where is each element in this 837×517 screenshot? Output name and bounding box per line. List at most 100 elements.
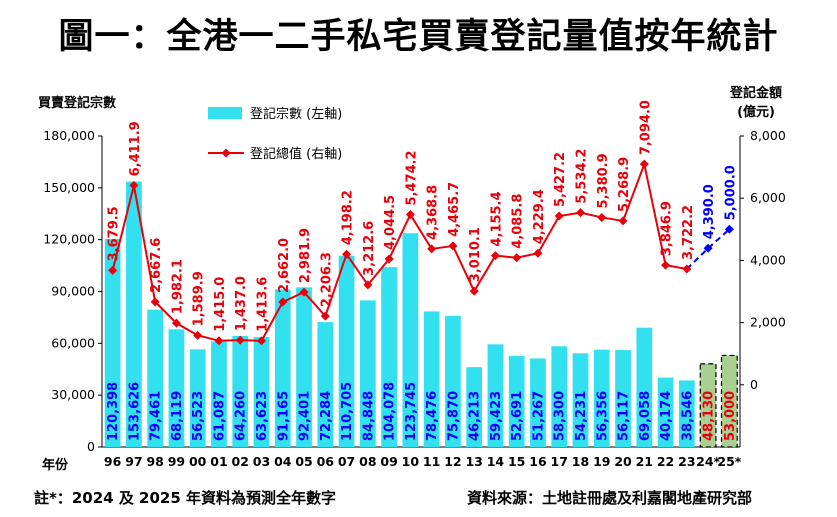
bar-value-label: 64,260: [234, 391, 249, 441]
line-value-label: 5,380.9: [596, 153, 611, 208]
bar-02: [232, 335, 249, 447]
line-value-label: 4,085.8: [511, 194, 526, 249]
bar-value-label: 92,401: [298, 391, 313, 441]
legend-label-line: 登記總值 (右軸): [250, 146, 342, 162]
x-tick-label: 18: [572, 454, 589, 469]
bar-value-label: 79,461: [149, 391, 164, 441]
bar-25*: [720, 354, 738, 448]
line-value-label: 1,982.1: [170, 259, 185, 314]
line-marker-07: [342, 249, 352, 259]
line-value-label: 4,198.2: [341, 190, 356, 245]
left-tick-label: 90,000: [51, 284, 95, 299]
line-value-label: 6,411.9: [128, 121, 143, 176]
right-tick-label: 2,000: [750, 315, 786, 330]
left-tick-label: 30,000: [51, 387, 95, 402]
line-marker-96: [108, 265, 118, 275]
bar-value-label: 123,745: [404, 382, 419, 441]
bar-04: [274, 289, 291, 447]
bar-value-label: 56,356: [595, 391, 610, 441]
line-value-label: 2,667.6: [149, 238, 164, 293]
line-marker-03: [257, 336, 266, 346]
line-value-label: 1,413.6: [256, 277, 271, 332]
bar-value-label: 46,213: [468, 391, 483, 441]
x-tick-label: 10: [402, 454, 420, 469]
x-tick-label: 99: [168, 454, 185, 469]
line-value-label: 1,437.0: [234, 276, 249, 331]
bar-value-label: 84,848: [361, 391, 376, 441]
bar-value-label: 48,130: [702, 391, 717, 441]
x-tick-label: 05: [295, 454, 312, 469]
bar-value-label: 78,476: [425, 391, 440, 441]
line-value-label: 5,474.2: [404, 150, 419, 205]
bar-15: [508, 355, 525, 447]
bar-value-label: 61,087: [212, 391, 227, 441]
x-tick-label: 06: [317, 454, 335, 469]
line-marker-00: [193, 330, 203, 340]
x-tick-label: 01: [210, 454, 227, 469]
footnote: 註*：2024 及 2025 年資料為預測全年數字: [34, 489, 337, 507]
line-marker-14: [490, 251, 500, 261]
left-tick-label: 150,000: [43, 180, 95, 195]
line-marker-13: [469, 286, 479, 296]
line-marker-06: [320, 311, 330, 321]
line-marker-99: [171, 318, 181, 328]
line-marker-02: [235, 335, 245, 345]
left-tick-label: 120,000: [43, 232, 95, 247]
x-tick-label: 17: [551, 454, 568, 469]
source-note: 資料來源：土地註冊處及利嘉閣地產研究部: [467, 489, 753, 507]
line-marker-98: [150, 297, 160, 307]
line-value-label: 1,415.0: [213, 277, 228, 332]
x-tick-label: 22: [657, 454, 674, 469]
bar-17: [551, 346, 568, 447]
line-marker-21: [639, 159, 649, 169]
left-tick-label: 60,000: [51, 335, 95, 350]
bar-13: [466, 367, 483, 447]
bar-value-label: 69,058: [638, 391, 653, 441]
line-value-label: 3,846.9: [660, 201, 675, 256]
bar-value-label: 51,267: [531, 391, 546, 441]
line-value-label: 4,390.0: [702, 184, 717, 239]
line-total-value: [111, 160, 688, 342]
x-tick-label: 09: [380, 454, 397, 469]
bar-value-label: 59,423: [489, 391, 504, 441]
line-value-label: 2,662.0: [277, 238, 292, 293]
right-tick-label: 8,000: [750, 128, 786, 143]
bar-value-label: 56,523: [191, 391, 206, 441]
bar-value-label: 38,546: [680, 391, 695, 441]
line-value-label: 3,010.1: [468, 227, 483, 282]
bar-11: [423, 311, 440, 447]
bar-value-label: 40,174: [659, 391, 674, 441]
x-tick-label: 04: [274, 454, 292, 469]
line-marker-20: [618, 216, 628, 226]
bar-value-label: 63,623: [255, 391, 270, 441]
right-tick-label: 6,000: [750, 190, 786, 205]
bar-value-label: 120,398: [106, 382, 121, 441]
line-marker-08: [363, 280, 373, 290]
line-value-label: 4,368.8: [426, 185, 441, 240]
bar-08: [359, 300, 376, 447]
bar-value-label: 110,705: [340, 382, 355, 441]
right-axis-title: 登記金額 (億元): [730, 84, 782, 122]
line-value-label: 3,722.2: [681, 205, 696, 260]
line-value-label: 5,000.0: [723, 165, 738, 220]
bar-03: [253, 337, 270, 447]
bar-22: [657, 377, 674, 447]
left-tick-label: 0: [87, 439, 95, 454]
line-marker-19: [597, 212, 607, 222]
x-axis-title: 年份: [42, 458, 69, 473]
bar-96: [104, 238, 121, 447]
line-value-label: 4,155.4: [489, 191, 504, 246]
bar-97: [126, 181, 142, 447]
line-marker-09: [384, 254, 394, 264]
x-tick-label: 11: [423, 454, 440, 469]
bar-value-label: 58,300: [553, 391, 568, 441]
x-tick-label: 12: [444, 454, 461, 469]
line-marker-10: [405, 210, 415, 220]
x-tick-label: 24*: [696, 454, 720, 469]
bar-05: [296, 287, 312, 447]
line-marker-22: [661, 260, 671, 270]
line-value-label: 7,094.0: [638, 100, 653, 155]
bar-value-label: 53,000: [723, 391, 738, 441]
